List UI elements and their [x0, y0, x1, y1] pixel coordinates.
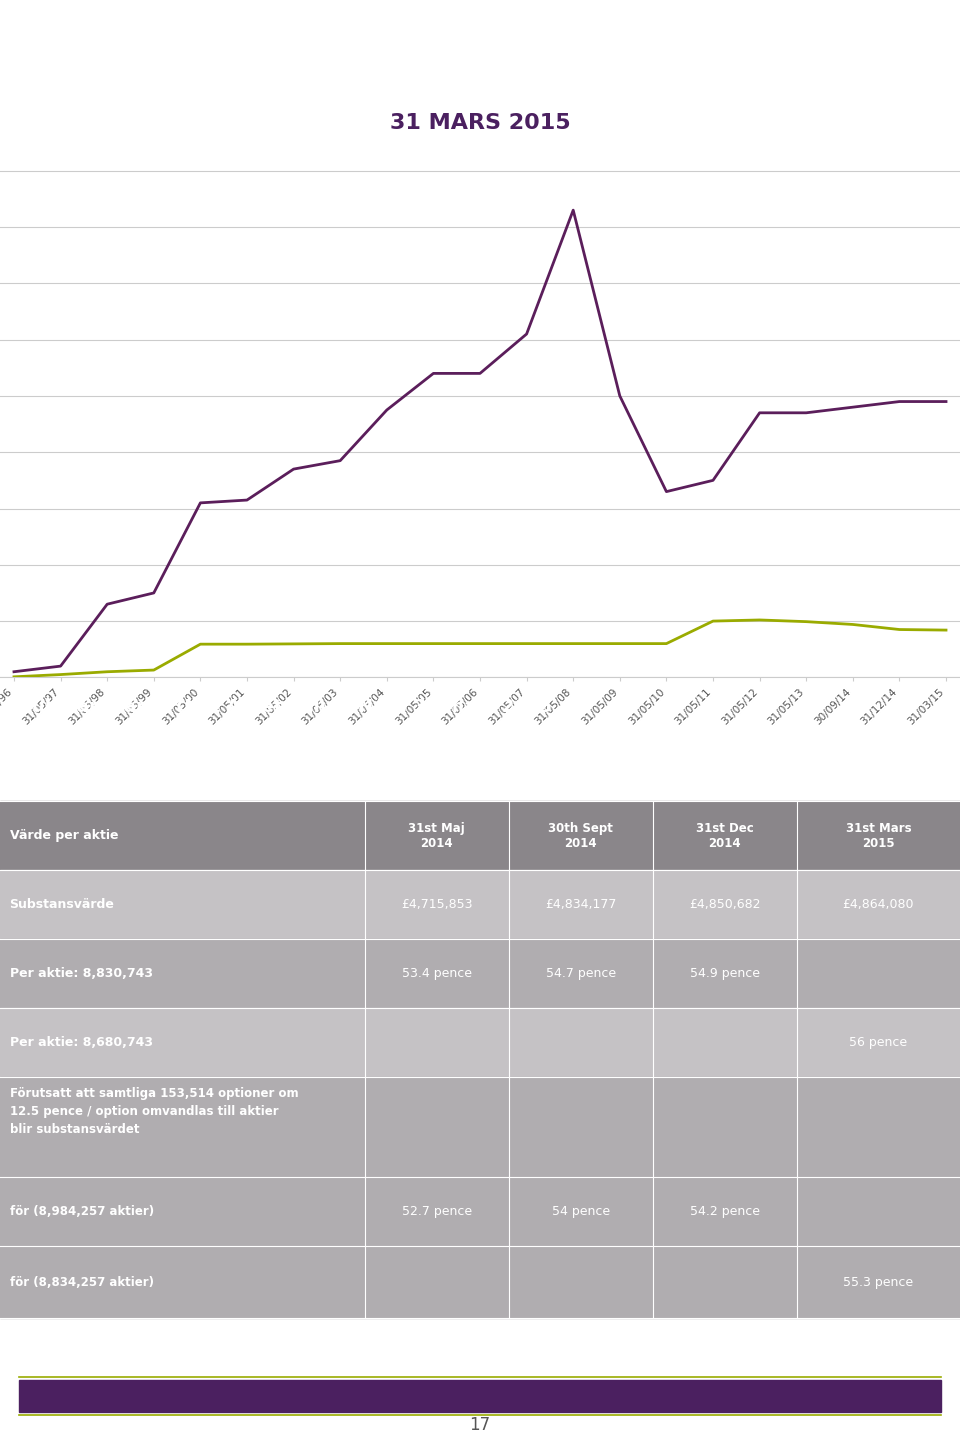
Text: Värde per aktie: Värde per aktie [10, 829, 118, 842]
Text: 53.4 pence: 53.4 pence [402, 967, 471, 981]
Text: 56 pence: 56 pence [850, 1037, 907, 1050]
Bar [0, 1177, 960, 1246]
Bar [0, 802, 960, 871]
Text: 17: 17 [469, 1416, 491, 1432]
Text: 31st Dec
2014: 31st Dec 2014 [696, 822, 754, 851]
Text: £4,715,853: £4,715,853 [401, 898, 472, 911]
Text: 54 pence: 54 pence [552, 1206, 610, 1219]
Text: 31st Maj
2014: 31st Maj 2014 [408, 822, 466, 851]
Text: 52.7 pence: 52.7 pence [401, 1206, 472, 1219]
Text: Per aktie: 8,830,743: Per aktie: 8,830,743 [10, 967, 153, 981]
Text: Substansvärde: Substansvärde [10, 898, 114, 911]
Text: Förutsatt att samtliga 153,514 optioner om
12.5 pence / option omvandlas till ak: Förutsatt att samtliga 153,514 optioner … [10, 1087, 299, 1137]
Bar [0, 871, 960, 939]
Text: för (8,834,257 aktier): för (8,834,257 aktier) [10, 1276, 154, 1289]
Legend: Net Asset Value, Paid Up Capital: Net Asset Value, Paid Up Capital [209, 809, 520, 832]
Text: 30th Sept
2014: 30th Sept 2014 [548, 822, 613, 851]
Text: för (8,984,257 aktier): för (8,984,257 aktier) [10, 1206, 154, 1219]
Text: 54.2 pence: 54.2 pence [690, 1206, 759, 1219]
Bar [0, 939, 960, 1008]
Bar [0, 1008, 960, 1077]
Text: 55.3 pence: 55.3 pence [843, 1276, 914, 1289]
Text: Substansvärde (Net Asset Value: NAV) 31 mars 2015: Substansvärde (Net Asset Value: NAV) 31 … [19, 697, 552, 716]
Text: AKTIEKAPITALETS UTVECKLING: AKTIEKAPITALETS UTVECKLING [139, 39, 821, 77]
Text: 31 MARS 2015: 31 MARS 2015 [390, 113, 570, 133]
Bar [0, 103, 960, 143]
Bar [0, 1246, 960, 1319]
Text: £4,850,682: £4,850,682 [689, 898, 760, 911]
Bar [19, 1379, 941, 1412]
Text: 31st Mars
2015: 31st Mars 2015 [846, 822, 911, 851]
Text: £4,834,177: £4,834,177 [545, 898, 616, 911]
Bar [0, 1077, 960, 1177]
Text: £4,864,080: £4,864,080 [843, 898, 914, 911]
Text: Per aktie: 8,680,743: Per aktie: 8,680,743 [10, 1037, 153, 1050]
Text: 54.7 pence: 54.7 pence [545, 967, 616, 981]
Text: 54.9 pence: 54.9 pence [690, 967, 759, 981]
